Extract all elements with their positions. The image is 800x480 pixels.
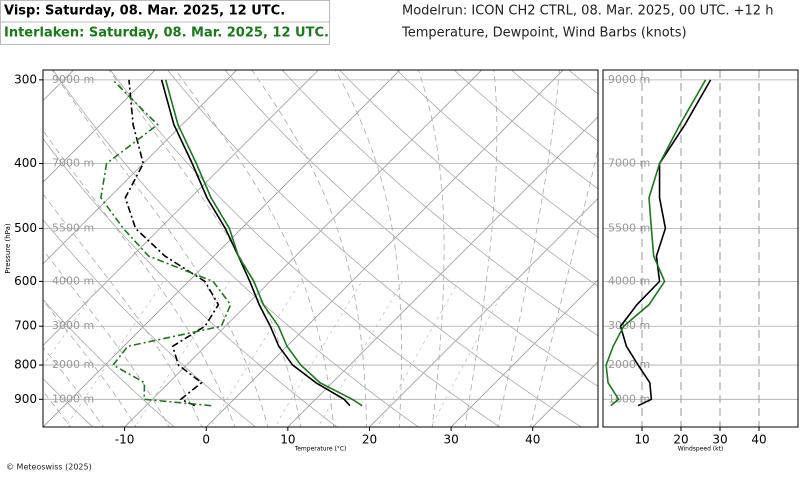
- mixing-ratio: [430, 281, 510, 427]
- temperature-line: [164, 79, 363, 407]
- isotherm: [532, 361, 598, 427]
- moist-adiabat: [43, 129, 236, 427]
- moist-adiabat: [417, 70, 445, 427]
- y-tick-label: 600: [14, 274, 37, 288]
- footer: © Meteoswiss (2025): [6, 463, 92, 472]
- mixing-ratio: [274, 281, 363, 427]
- y-tick-label: 700: [14, 319, 37, 333]
- altitude-label: 4000 m: [608, 274, 650, 287]
- mixing-ratio: [209, 281, 302, 427]
- mixing-ratio: [317, 281, 403, 427]
- dry-adiabat: [43, 219, 257, 427]
- altitude-label: 3000 m: [608, 319, 650, 332]
- x-axis-label: Temperature (°C): [294, 446, 347, 453]
- wind-plot: 9000 m 7000 m 5500 m 4000 m 3000 m 2000 m 1000…: [603, 70, 798, 427]
- x-tick-label: 20: [673, 433, 688, 447]
- altitude-label: 2000 m: [52, 358, 94, 371]
- altitude-label: 5500 m: [52, 221, 94, 234]
- altitude-label: 4000 m: [52, 274, 94, 287]
- windspeed-line: [605, 79, 707, 407]
- model-run: Modelrun: ICON CH2 CTRL, 08. Mar. 2025, …: [402, 4, 773, 19]
- altitude-label: 7000 m: [52, 157, 94, 170]
- altitude-label: 3000 m: [52, 319, 94, 332]
- y-tick-label: 300: [14, 72, 37, 86]
- frame-2: [602, 69, 799, 428]
- isotherm: [43, 70, 156, 183]
- moist-adiabat: [43, 193, 203, 427]
- isotherm: [287, 116, 598, 427]
- title-interlaken: Interlaken: Saturday, 08. Mar. 2025, 12 …: [4, 26, 329, 41]
- frame-1: [42, 69, 599, 428]
- temperature-line: [160, 79, 351, 407]
- moist-adiabat: [51, 70, 269, 427]
- y-tick-label: 400: [14, 156, 37, 170]
- y-tick-label: 800: [14, 358, 37, 372]
- x-tick-label: 10: [280, 433, 295, 447]
- isotherm: [43, 70, 401, 427]
- skewt-plot: [43, 70, 598, 427]
- moist-adiabat: [43, 346, 104, 427]
- altitude-label: 2000 m: [608, 358, 650, 371]
- isotherm: [368, 197, 598, 427]
- altitude-label: 1000 m: [52, 392, 94, 405]
- isotherm: [43, 70, 319, 346]
- y-tick-label: 500: [14, 221, 37, 235]
- altitude-label: 7000 m: [608, 157, 650, 170]
- x-axis-label: Windspeed (kt): [678, 446, 724, 453]
- isotherm: [43, 70, 238, 265]
- dewpoint-line: [100, 79, 232, 407]
- dewpoint-line: [124, 79, 220, 407]
- variables: Temperature, Dewpoint, Wind Barbs (knots…: [401, 26, 687, 41]
- moist-adiabat: [43, 299, 137, 427]
- dry-adiabat: [43, 298, 175, 427]
- x-tick-label: 20: [362, 433, 377, 447]
- title-visp: Visp: Saturday, 08. Mar. 2025, 12 UTC.: [4, 4, 285, 19]
- x-tick-label: 40: [525, 433, 540, 447]
- x-tick-label: 0: [202, 433, 210, 447]
- y-axis-label: Pressure (hPa): [4, 223, 12, 273]
- altitude-label: 1000 m: [608, 392, 650, 405]
- altitude-label: 5500 m: [608, 221, 650, 234]
- x-tick-label: 40: [751, 433, 766, 447]
- isotherm: [205, 70, 564, 427]
- x-tick-label: 30: [712, 433, 727, 447]
- x-tick-label: 10: [634, 433, 649, 447]
- moist-adiabat: [464, 70, 498, 427]
- x-tick-label: -10: [115, 433, 135, 447]
- dry-adiabat: [43, 378, 94, 427]
- windspeed-line: [619, 79, 712, 407]
- x-tick-label: 30: [443, 433, 458, 447]
- y-tick-label: 900: [14, 392, 37, 406]
- altitude-label: 9000 m: [608, 73, 650, 86]
- altitude-label: 9000 m: [52, 73, 94, 86]
- moist-adiabat: [43, 249, 170, 427]
- mixing-ratio: [377, 281, 459, 427]
